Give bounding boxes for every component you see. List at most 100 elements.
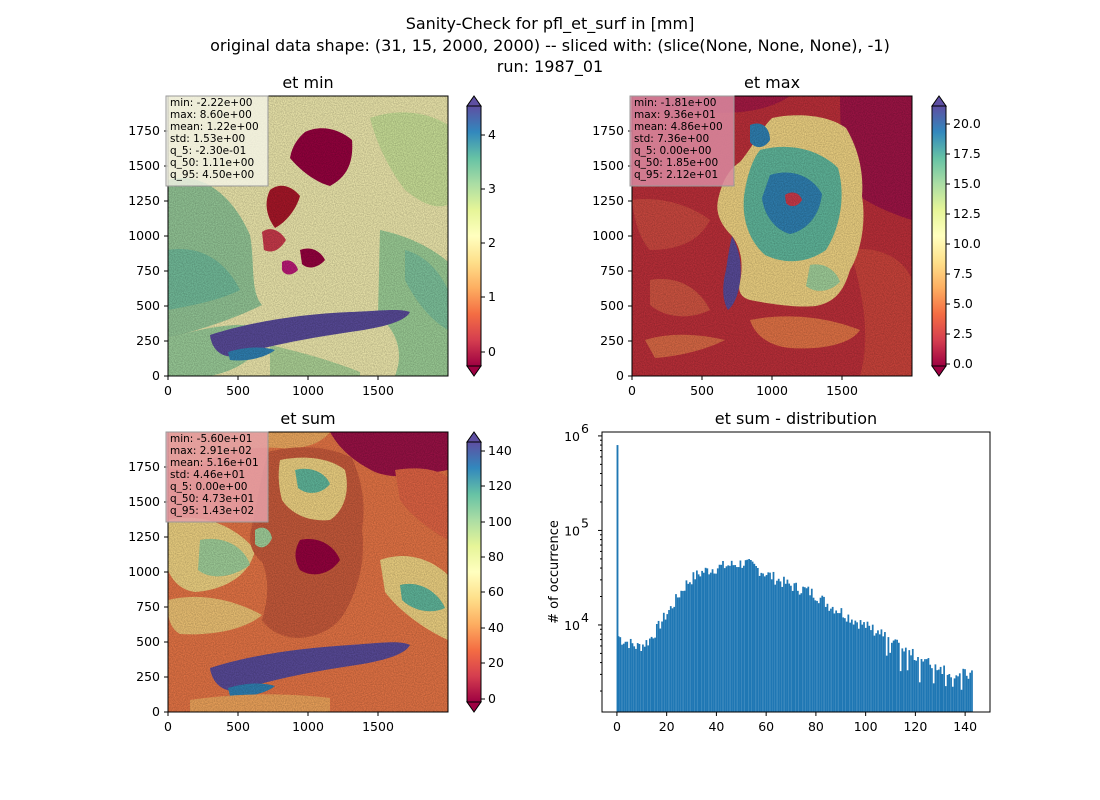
histogram-bar xyxy=(783,576,785,712)
histogram-bar xyxy=(899,671,902,712)
histogram-bar xyxy=(638,644,641,712)
colorbar-tick-label: 60 xyxy=(488,584,504,599)
histogram-bar xyxy=(704,567,707,712)
histogram-bar xyxy=(737,567,740,712)
histogram-bar xyxy=(814,600,817,712)
histogram-bar xyxy=(894,639,897,712)
colorbar-tick-label: 100 xyxy=(488,514,512,529)
histogram-bar xyxy=(718,564,721,712)
stat-line: q_95: 2.12e+01 xyxy=(634,169,718,181)
stat-line: q_5: 0.00e+00 xyxy=(170,481,247,493)
panel-et-sum-distribution: et sum - distribution 0 20 40 60 80 100 120 140… xyxy=(547,409,991,734)
histogram-bar xyxy=(823,596,825,712)
histogram-bar xyxy=(887,637,890,712)
histogram-bar xyxy=(885,655,888,712)
colorbar-tick-label: 0 xyxy=(488,344,496,359)
colorbar-tick-label: 140 xyxy=(488,443,512,458)
histogram-bar xyxy=(661,621,663,712)
histogram-bar xyxy=(654,637,656,712)
histogram-bar xyxy=(664,619,667,712)
histogram-bar xyxy=(856,622,858,712)
colorbar-tick-label: 2 xyxy=(488,235,496,250)
histogram-bar xyxy=(805,588,808,712)
histogram-bar xyxy=(938,669,940,712)
histogram-bar xyxy=(694,579,697,712)
histogram-bar xyxy=(830,608,832,712)
y-tick-exponent: 4 xyxy=(581,610,589,625)
y-axis-label: # of occurrence xyxy=(547,520,562,624)
y-tick-label: 250 xyxy=(136,333,160,348)
y-tick-label: 1500 xyxy=(128,494,160,509)
histogram-bar xyxy=(821,595,824,712)
histogram-bar xyxy=(944,686,947,712)
histogram-bar xyxy=(965,675,968,712)
histogram-bar xyxy=(709,572,712,712)
histogram-bar xyxy=(816,600,818,712)
histogram-bar xyxy=(746,559,749,712)
x-tick-label: 0 xyxy=(613,719,621,734)
histogram-bar xyxy=(671,608,674,712)
histogram-bar xyxy=(692,572,695,712)
histogram-bar xyxy=(649,638,651,712)
histogram-bar xyxy=(852,624,855,712)
histogram-bar xyxy=(640,651,643,712)
colorbar-gradient xyxy=(466,105,482,367)
histogram-bar xyxy=(932,683,935,712)
x-tick-label: 80 xyxy=(808,719,824,734)
y-axis: 0 250 500 750 1000 1250 1500 1750 xyxy=(128,123,168,383)
histogram-bar xyxy=(730,560,733,712)
histogram-bar xyxy=(784,583,787,712)
histogram-bar xyxy=(723,568,726,712)
histogram-bar xyxy=(647,645,650,712)
histogram-bar xyxy=(819,597,822,712)
x-tick-label: 1000 xyxy=(292,383,324,398)
panel-title: et min xyxy=(282,73,333,92)
stat-line: q_95: 1.43e+02 xyxy=(170,505,254,517)
stat-line: std: 1.53e+00 xyxy=(170,133,245,145)
histogram-bar xyxy=(845,621,848,712)
colorbar-extend-bottom xyxy=(466,365,482,377)
colorbar-tick-label: 120 xyxy=(488,478,512,493)
histogram-bar xyxy=(910,655,912,712)
x-tick-label: 40 xyxy=(708,719,724,734)
stat-line: std: 4.46e+01 xyxy=(170,469,245,481)
colorbar-tick-label: 0 xyxy=(488,691,496,706)
histogram-bar xyxy=(875,633,878,712)
colorbar-extend-bottom xyxy=(466,701,482,713)
x-tick-label: 0 xyxy=(628,383,636,398)
histogram-bar xyxy=(748,559,750,712)
histogram-bar xyxy=(817,603,820,712)
histogram-bar xyxy=(736,567,738,712)
histogram-bar xyxy=(619,637,622,712)
histogram-bar xyxy=(795,582,797,712)
x-tick-label: 140 xyxy=(953,719,977,734)
y-tick-label: 1750 xyxy=(128,459,160,474)
histogram-bar xyxy=(680,590,683,712)
histogram-bar xyxy=(760,572,763,712)
histogram-bar xyxy=(896,639,898,712)
histogram-bar xyxy=(701,570,703,712)
histogram-bar xyxy=(837,613,839,712)
histogram-bar xyxy=(753,563,756,712)
histogram-bar xyxy=(650,636,653,712)
histogram-bar xyxy=(868,625,871,712)
colorbar-tick-label: 15.0 xyxy=(953,176,981,191)
histogram-bar xyxy=(941,674,944,712)
histogram-spike-bar xyxy=(616,445,619,712)
histogram-bar xyxy=(915,660,918,712)
histogram-bar xyxy=(969,672,972,712)
histogram-bar xyxy=(960,689,963,712)
y-tick-label: 0 xyxy=(152,704,160,719)
x-tick-label: 1500 xyxy=(826,383,858,398)
histogram-bar xyxy=(866,621,869,712)
panel-title: et sum - distribution xyxy=(715,409,877,428)
y-tick-label: 1250 xyxy=(592,193,624,208)
histogram-bar xyxy=(962,668,965,712)
histogram-bar xyxy=(957,676,959,712)
colorbar-tick-label: 3 xyxy=(488,181,496,196)
x-axis: 0 500 1000 1500 xyxy=(164,712,394,734)
colorbar-tick-label: 7.5 xyxy=(953,266,973,281)
x-axis: 0 500 1000 1500 xyxy=(628,376,858,398)
y-axis: 0 250 500 750 1000 1250 1500 1750 xyxy=(592,123,632,383)
